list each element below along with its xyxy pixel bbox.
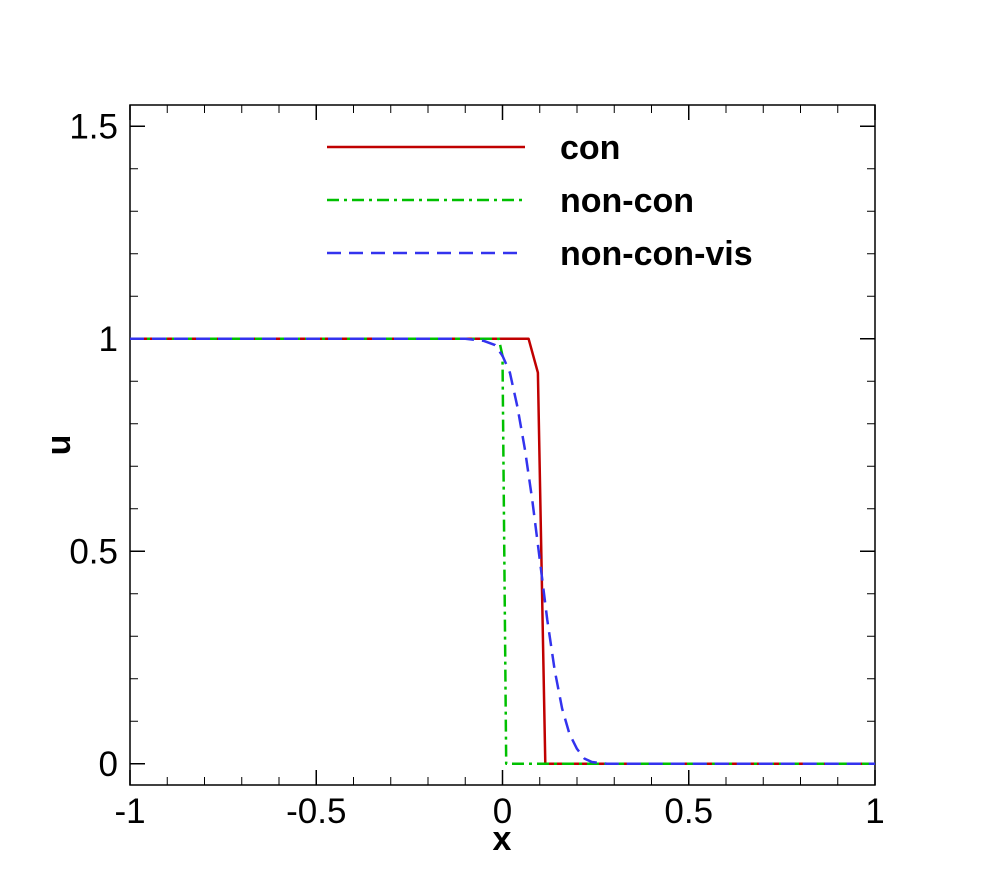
legend-label-con: con xyxy=(560,129,620,167)
major-ticks xyxy=(129,105,876,785)
legend-label-non-con-vis: non-con-vis xyxy=(560,235,753,273)
y-tick-labels: 0 0.5 1 1.5 xyxy=(69,107,118,784)
y-tick-label: 0 xyxy=(99,745,118,784)
y-axis-title: u xyxy=(40,435,78,456)
x-tick-label: 0.5 xyxy=(664,792,713,831)
series-line-non-con-vis xyxy=(130,337,875,766)
series-line-non-con xyxy=(130,337,875,766)
legend-label-non-con: non-con xyxy=(560,182,694,220)
x-tick-label: -1 xyxy=(114,792,145,831)
y-tick-label: 0.5 xyxy=(69,532,118,571)
series-lines xyxy=(130,337,875,766)
minor-ticks xyxy=(130,105,875,785)
legend: con non-con non-con-vis xyxy=(327,129,753,273)
x-axis-title: x xyxy=(493,820,512,858)
y-tick-label: 1.5 xyxy=(69,107,118,146)
x-tick-label: 0 xyxy=(493,792,512,831)
y-tick-label: 1 xyxy=(99,320,118,359)
x-tick-labels: -1 -0.5 0 0.5 1 xyxy=(114,792,884,831)
x-tick-label: -0.5 xyxy=(286,792,346,831)
x-tick-label: 1 xyxy=(865,792,884,831)
